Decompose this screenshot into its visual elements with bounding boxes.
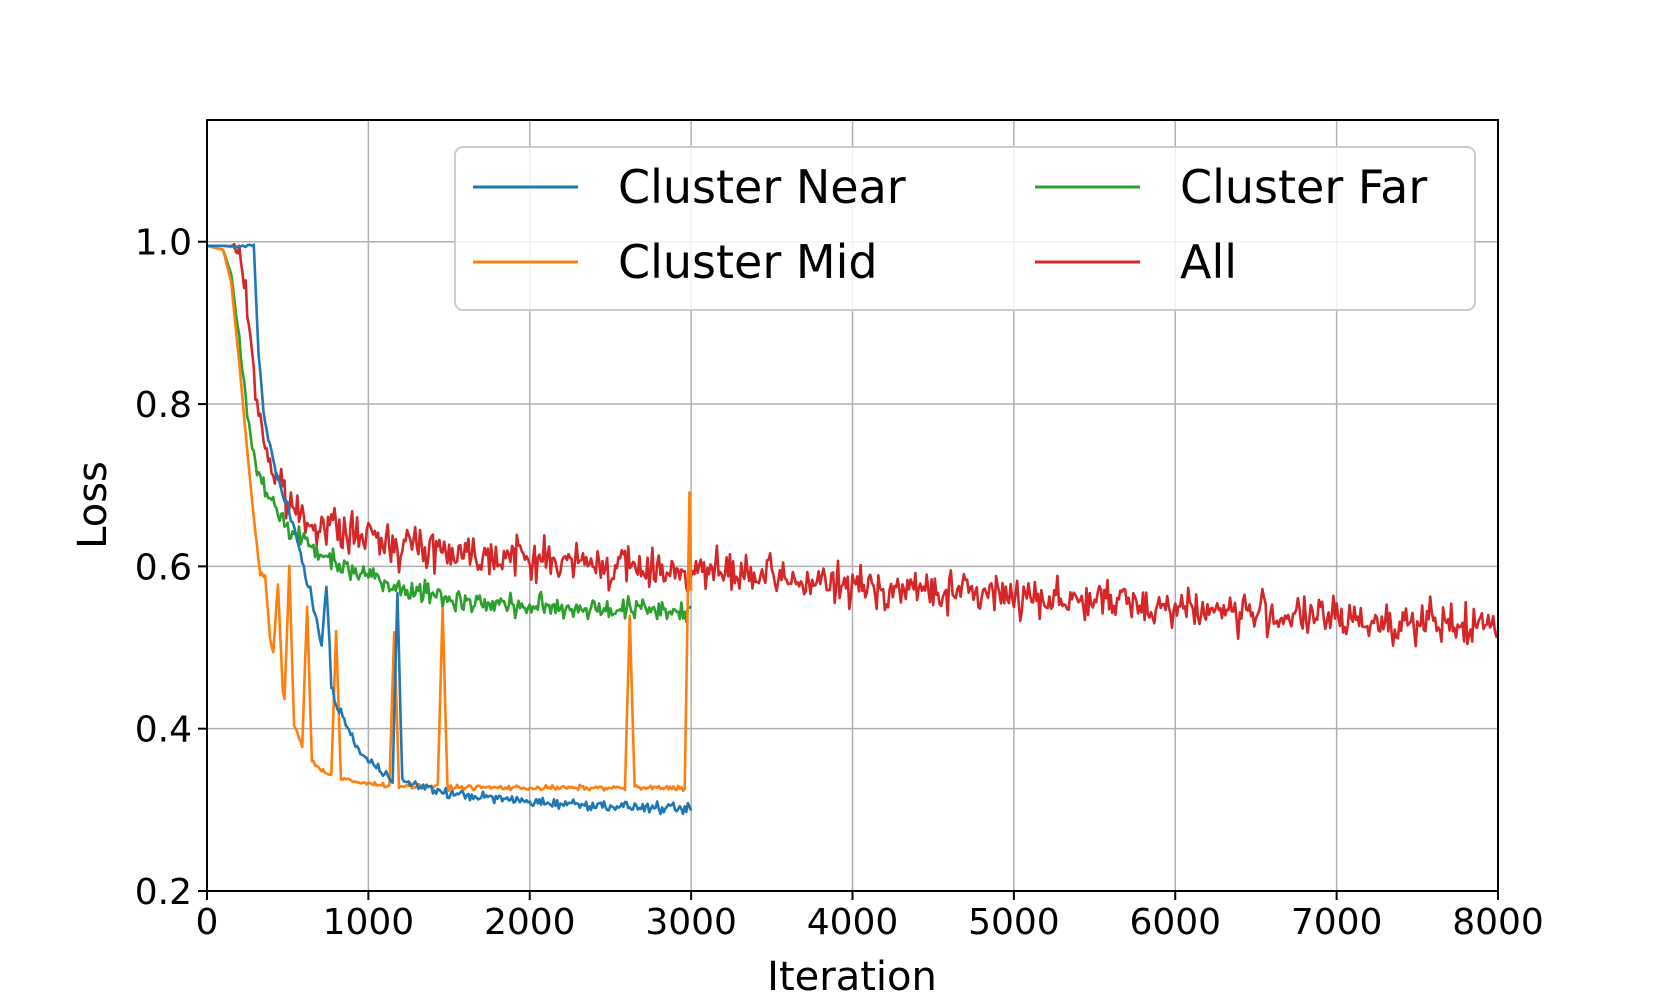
series-line-cluster-mid	[206, 244, 693, 793]
y-axis: 0.2 0.4 0.6 0.8 1.0	[135, 223, 207, 913]
series-line-all	[207, 242, 1500, 648]
y-tick-label: 0.6	[135, 547, 192, 588]
x-tick-label: 3000	[645, 902, 737, 943]
x-tick-label: 1000	[323, 902, 415, 943]
x-tick-label: 6000	[1129, 902, 1221, 943]
legend-label-all: All	[1180, 235, 1237, 289]
legend-label-cluster-far: Cluster Far	[1180, 160, 1427, 214]
x-tick-label: 4000	[807, 902, 899, 943]
y-axis-title: Loss	[70, 461, 116, 549]
x-axis: 0 1000 2000 3000 4000 5000 6000 7000 8000	[196, 891, 1544, 943]
x-axis-title: Iteration	[767, 954, 937, 997]
y-tick-label: 0.4	[135, 710, 192, 751]
y-tick-label: 1.0	[135, 223, 192, 264]
y-tick-label: 0.8	[135, 385, 192, 426]
series-line-cluster-near	[207, 243, 693, 816]
legend-label-cluster-near: Cluster Near	[618, 160, 906, 214]
series-line-cluster-far	[206, 244, 692, 624]
x-tick-label: 0	[196, 902, 219, 943]
legend-label-cluster-mid: Cluster Mid	[618, 235, 878, 289]
y-tick-label: 0.2	[135, 872, 192, 913]
x-tick-label: 8000	[1452, 902, 1544, 943]
x-tick-label: 7000	[1291, 902, 1383, 943]
legend: Cluster Near Cluster Mid Cluster Far All	[454, 146, 1476, 311]
series-layer	[206, 242, 1500, 816]
x-tick-label: 2000	[484, 902, 576, 943]
x-tick-label: 5000	[968, 902, 1060, 943]
legend-box	[454, 146, 1476, 311]
